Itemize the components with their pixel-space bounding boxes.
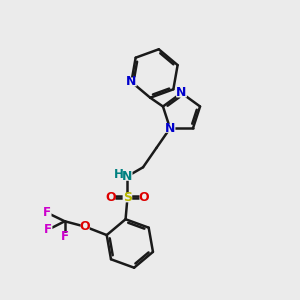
FancyBboxPatch shape [115, 171, 123, 179]
FancyBboxPatch shape [176, 88, 187, 98]
Text: N: N [176, 86, 187, 100]
FancyBboxPatch shape [43, 209, 52, 217]
Text: N: N [126, 75, 136, 88]
FancyBboxPatch shape [81, 223, 90, 231]
FancyBboxPatch shape [126, 77, 137, 86]
Text: S: S [123, 191, 132, 204]
FancyBboxPatch shape [140, 194, 148, 202]
Text: N: N [122, 170, 133, 183]
Text: N: N [165, 122, 175, 135]
FancyBboxPatch shape [165, 124, 176, 133]
Text: H: H [114, 168, 124, 181]
FancyBboxPatch shape [61, 233, 69, 241]
FancyBboxPatch shape [122, 172, 133, 181]
Text: O: O [139, 191, 149, 204]
FancyBboxPatch shape [44, 226, 52, 234]
Text: F: F [44, 223, 52, 236]
Text: F: F [61, 230, 69, 243]
Text: O: O [80, 220, 90, 233]
Text: O: O [106, 191, 116, 204]
FancyBboxPatch shape [106, 194, 116, 202]
Text: F: F [43, 206, 51, 219]
FancyBboxPatch shape [123, 194, 132, 202]
